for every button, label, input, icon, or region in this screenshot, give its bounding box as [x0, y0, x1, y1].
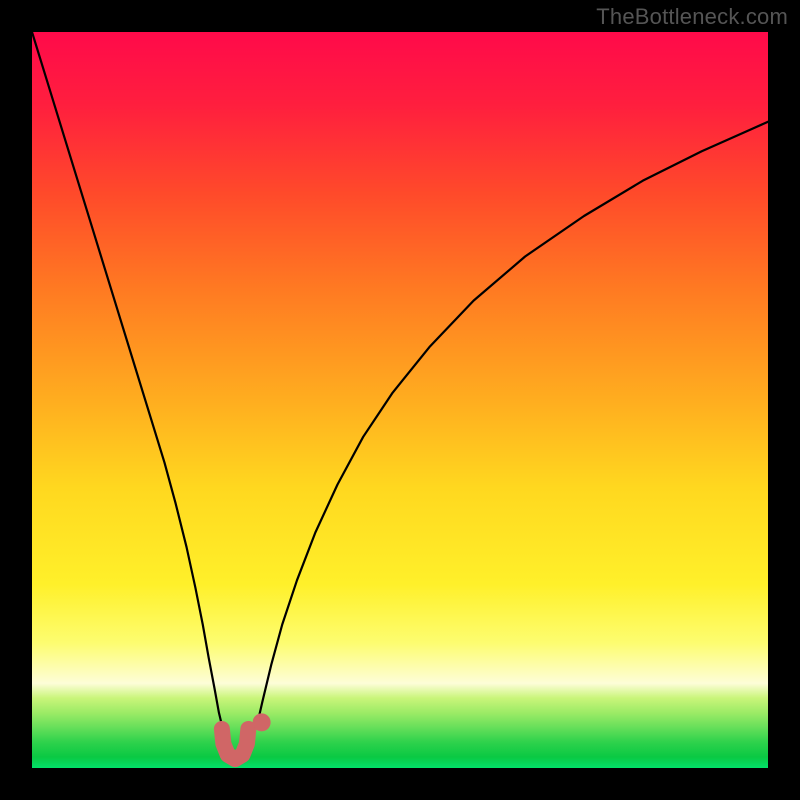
dot-marker — [253, 713, 271, 731]
chart-heatmap-bg — [32, 32, 768, 768]
bottleneck-chart — [0, 0, 800, 800]
watermark-text: TheBottleneck.com — [596, 4, 788, 30]
